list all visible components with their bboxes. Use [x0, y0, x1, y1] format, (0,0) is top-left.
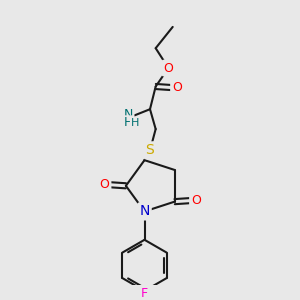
- Text: O: O: [191, 194, 201, 207]
- Text: N: N: [139, 204, 150, 218]
- Text: N: N: [124, 107, 134, 121]
- Text: S: S: [146, 143, 154, 157]
- Text: O: O: [164, 61, 173, 75]
- Text: H: H: [124, 116, 134, 129]
- Text: F: F: [141, 287, 148, 300]
- Text: H: H: [131, 118, 139, 128]
- Text: O: O: [172, 81, 182, 94]
- Text: O: O: [100, 178, 110, 191]
